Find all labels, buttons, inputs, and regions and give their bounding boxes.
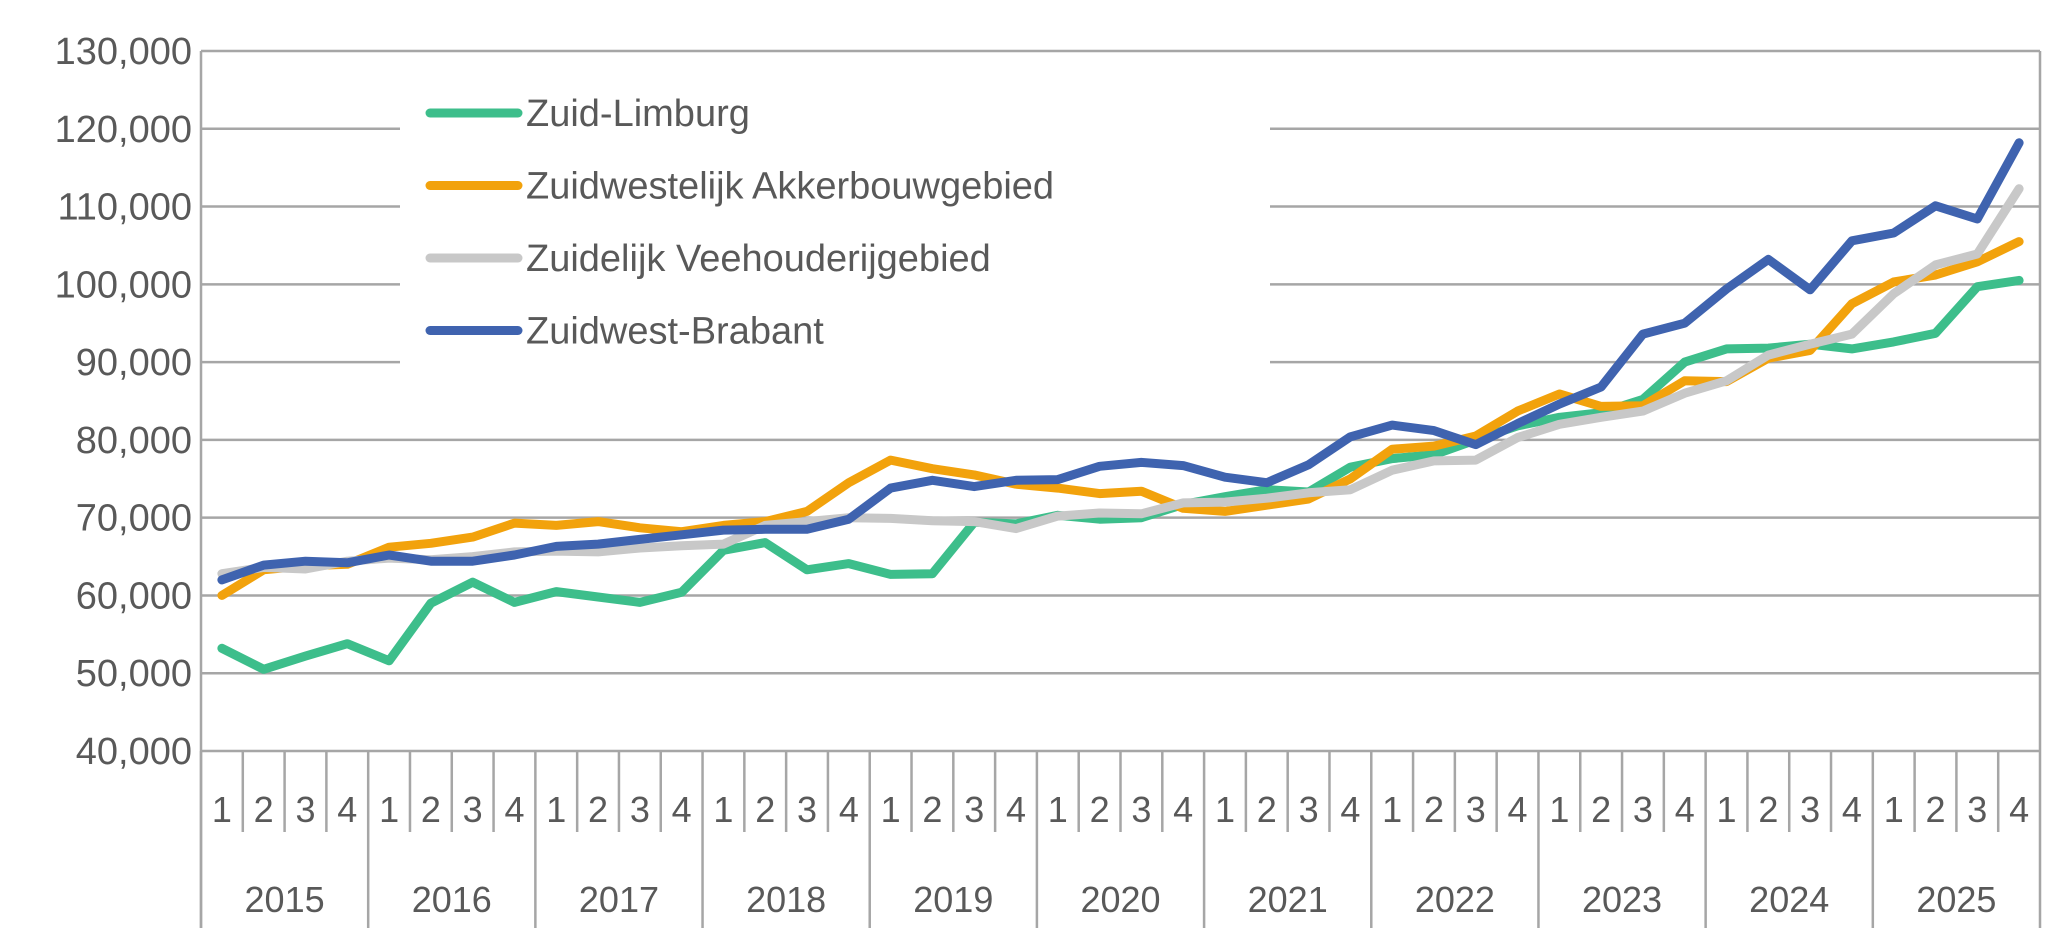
quarter-label: 2 [254,789,274,830]
year-label: 2025 [1916,879,1996,920]
quarter-label: 1 [212,789,232,830]
legend-label-3: Zuidwest-Brabant [526,311,824,353]
quarter-label: 3 [1967,789,1987,830]
quarter-label: 4 [337,789,357,830]
year-label: 2023 [1582,879,1662,920]
quarter-label: 3 [1466,789,1486,830]
quarter-label: 2 [421,789,441,830]
quarter-label: 4 [2009,789,2029,830]
legend-label-1: Zuidwestelijk Akkerbouwgebied [526,166,1054,208]
quarter-label: 4 [1508,789,1528,830]
quarter-label: 3 [1800,789,1820,830]
quarter-label: 1 [1549,789,1569,830]
quarter-label: 2 [922,789,942,830]
year-label: 2019 [913,879,993,920]
year-label: 2018 [746,879,826,920]
series-lines [217,138,2024,674]
quarter-label: 2 [1257,789,1277,830]
quarter-label: 1 [713,789,733,830]
quarter-label: 2 [1591,789,1611,830]
quarter-label: 3 [1131,789,1151,830]
quarter-label: 4 [1340,789,1360,830]
year-label: 2021 [1248,879,1328,920]
y-tick-label: 90,000 [76,342,192,384]
quarter-label: 2 [755,789,775,830]
legend-label-0: Zuid-Limburg [526,93,750,135]
quarter-label: 4 [504,789,524,830]
y-tick-label: 100,000 [55,264,192,306]
year-label: 2020 [1080,879,1160,920]
quarter-label: 4 [1675,789,1695,830]
quarter-label: 2 [588,789,608,830]
quarter-label: 2 [1925,789,1945,830]
quarter-label: 1 [1884,789,1904,830]
quarter-label: 4 [1173,789,1193,830]
y-tick-label: 80,000 [76,420,192,462]
quarter-label: 4 [839,789,859,830]
quarter-label: 1 [379,789,399,830]
quarter-label: 1 [1717,789,1737,830]
quarter-label: 2 [1758,789,1778,830]
quarter-label: 1 [546,789,566,830]
quarter-label: 3 [463,789,483,830]
quarter-label: 2 [1090,789,1110,830]
quarter-label: 3 [797,789,817,830]
quarter-label: 3 [295,789,315,830]
year-label: 2017 [579,879,659,920]
quarter-label: 3 [630,789,650,830]
y-tick-label: 70,000 [76,498,192,540]
legend-label-2: Zuidelijk Veehouderijgebied [526,238,991,280]
y-tick-label: 110,000 [57,187,192,229]
y-tick-label: 50,000 [76,653,192,695]
y-tick-label: 40,000 [76,731,192,773]
legend: Zuid-Limburg Zuidwestelijk Akkerbouwgebie… [400,72,1270,370]
year-label: 2022 [1415,879,1495,920]
quarter-label: 1 [1382,789,1402,830]
year-label: 2015 [245,879,325,920]
quarter-label: 4 [672,789,692,830]
quarter-label: 3 [1299,789,1319,830]
quarter-label: 4 [1842,789,1862,830]
y-tick-label: 130,000 [55,31,192,73]
quarter-label: 1 [881,789,901,830]
quarter-label: 3 [1633,789,1653,830]
quarter-label: 1 [1048,789,1068,830]
y-tick-label: 120,000 [55,109,192,151]
legend-background [400,72,1270,370]
quarter-label: 3 [964,789,984,830]
quarter-label: 2 [1424,789,1444,830]
series-line-0 [217,275,2024,674]
quarter-label: 1 [1215,789,1235,830]
year-label: 2024 [1749,879,1829,920]
y-tick-label: 60,000 [76,575,192,617]
y-axis-tick-labels: 40,000 50,000 60,000 70,000 80,000 90,000 100,… [55,31,192,773]
quarter-label: 4 [1006,789,1026,830]
series-line-3 [217,138,2024,585]
year-label: 2016 [412,879,492,920]
